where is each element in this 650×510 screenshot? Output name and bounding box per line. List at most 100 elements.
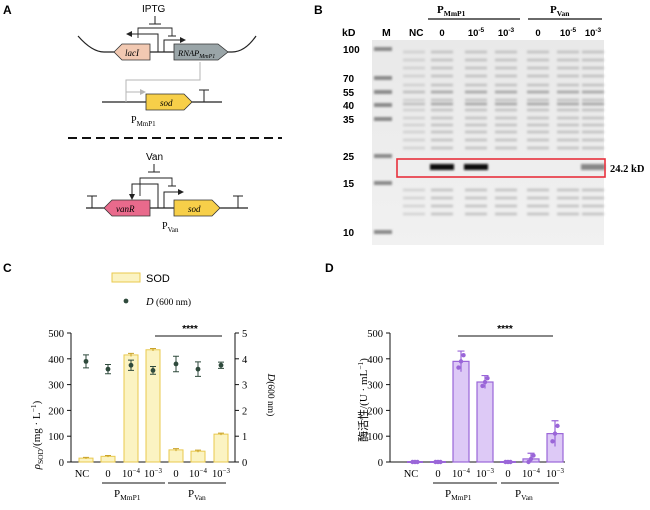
gel-band [527, 74, 549, 78]
c-d-point [105, 366, 111, 372]
marker-band [374, 103, 392, 107]
sod2-promoter-arrow [163, 191, 178, 208]
gel-band [403, 188, 425, 192]
gel-band [527, 58, 549, 62]
gel-band [527, 102, 549, 106]
terminator-right [233, 195, 243, 208]
gel-band [403, 58, 425, 62]
d-replicate-point [555, 423, 560, 429]
gel-band [495, 74, 517, 78]
d-replicate-point [461, 352, 466, 358]
gel-band [403, 74, 425, 78]
gel-band [582, 108, 604, 112]
ladder-label: 25 [343, 152, 355, 163]
lane-label: 10-5 [468, 27, 485, 39]
gel-band [495, 130, 517, 134]
gel-band [403, 98, 425, 102]
sod1-gene-label: sod [160, 98, 173, 108]
legend-d-label: D (600 nm) [145, 297, 191, 308]
gel-band [527, 138, 549, 142]
legend-d-marker [123, 298, 129, 304]
gel-band [557, 204, 579, 208]
terminator-1 [199, 89, 209, 102]
terminator-left [87, 195, 97, 208]
ladder-label: 10 [343, 228, 355, 239]
c-d-point [195, 366, 201, 372]
gel-band [431, 196, 453, 200]
panel-b-gel: B PMmP1 PVan kD M NC 0 10-5 10-3 0 10-5 10-3 … [314, 3, 645, 245]
gel-band [557, 90, 579, 94]
gel-band [527, 90, 549, 94]
kd-header: kD [342, 27, 356, 39]
sod1-gene-shape [145, 93, 193, 111]
c-d-point [218, 362, 224, 368]
van-label: Van [146, 152, 163, 163]
legend-sod-label: SOD [146, 273, 170, 285]
lane-label: 10-3 [498, 27, 515, 39]
gel-band [527, 116, 549, 120]
d-category-labels: NC 0 10−4 10−3 0 10−4 10−3 [404, 467, 565, 480]
gel-band [495, 58, 517, 62]
c-category-label: 10−3 [212, 467, 230, 480]
d-replicate-point [485, 375, 490, 381]
gel-band [431, 50, 453, 54]
c-sod-errorbar [218, 432, 224, 436]
marker-band [374, 90, 392, 94]
c-right-tick-label: 5 [242, 329, 247, 340]
gel-band [431, 74, 453, 78]
gel-background [372, 40, 604, 245]
c-right-tick-label: 1 [242, 432, 247, 443]
rnap-regulation-arrow [125, 62, 201, 95]
gel-band [582, 196, 604, 200]
d-significance: **** [497, 324, 513, 335]
d-y-tick-label: 100 [367, 432, 383, 443]
marker-header: M [382, 27, 391, 39]
d-replicate-point [480, 383, 485, 389]
d-category-label: 10−3 [546, 467, 564, 480]
d-replicate-point [438, 459, 443, 465]
vanr-promoter-arrow [131, 183, 159, 208]
iptg-inhibition-mark [149, 16, 161, 25]
laci-promoter-arrow [132, 33, 159, 52]
gel-band [465, 138, 487, 142]
gel-band [582, 146, 604, 150]
gel-band [431, 66, 453, 70]
sod-band [430, 164, 454, 170]
gel-band [495, 188, 517, 192]
ladder-label: 55 [343, 88, 355, 99]
d-replicate-point [482, 379, 488, 385]
gel-band [582, 138, 604, 142]
marker-band [374, 181, 392, 185]
panel-d-label: D [325, 261, 334, 275]
y-right-axis-title: D(600 nm) [265, 373, 276, 417]
vanr-repression-mark [139, 177, 176, 196]
marker-band [374, 117, 392, 121]
d-category-label: 0 [505, 469, 510, 480]
d-group1-label: PMmP1 [445, 488, 472, 502]
gel-band [527, 123, 549, 127]
marker-band [374, 154, 392, 158]
gel-band [527, 196, 549, 200]
gel-band [495, 204, 517, 208]
marker-band [374, 230, 392, 234]
gel-band [403, 90, 425, 94]
gel-band [431, 188, 453, 192]
d-replicate-point [550, 439, 555, 444]
gel-band [431, 108, 453, 112]
c-category-label: 10−4 [122, 467, 140, 480]
d-bar [452, 360, 470, 463]
sod2-promoter-head [178, 189, 184, 195]
c-sod-errorbar [150, 347, 156, 352]
gel-band [557, 196, 579, 200]
d-replicate-point [552, 431, 558, 436]
lane-label: 10-3 [585, 27, 602, 39]
gel-band [557, 83, 579, 87]
rnap-promoter-head [180, 37, 186, 43]
gel-band [465, 108, 487, 112]
c-sod-bar [100, 455, 116, 463]
gel-band [465, 83, 487, 87]
gel-band [403, 50, 425, 54]
vanr-promoter-head [129, 194, 135, 200]
c-d-point [173, 361, 179, 367]
gel-band [527, 50, 549, 54]
